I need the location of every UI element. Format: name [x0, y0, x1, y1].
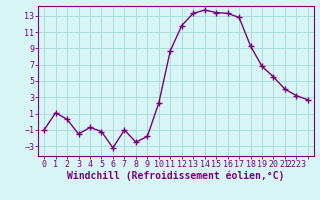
X-axis label: Windchill (Refroidissement éolien,°C): Windchill (Refroidissement éolien,°C): [67, 171, 285, 181]
